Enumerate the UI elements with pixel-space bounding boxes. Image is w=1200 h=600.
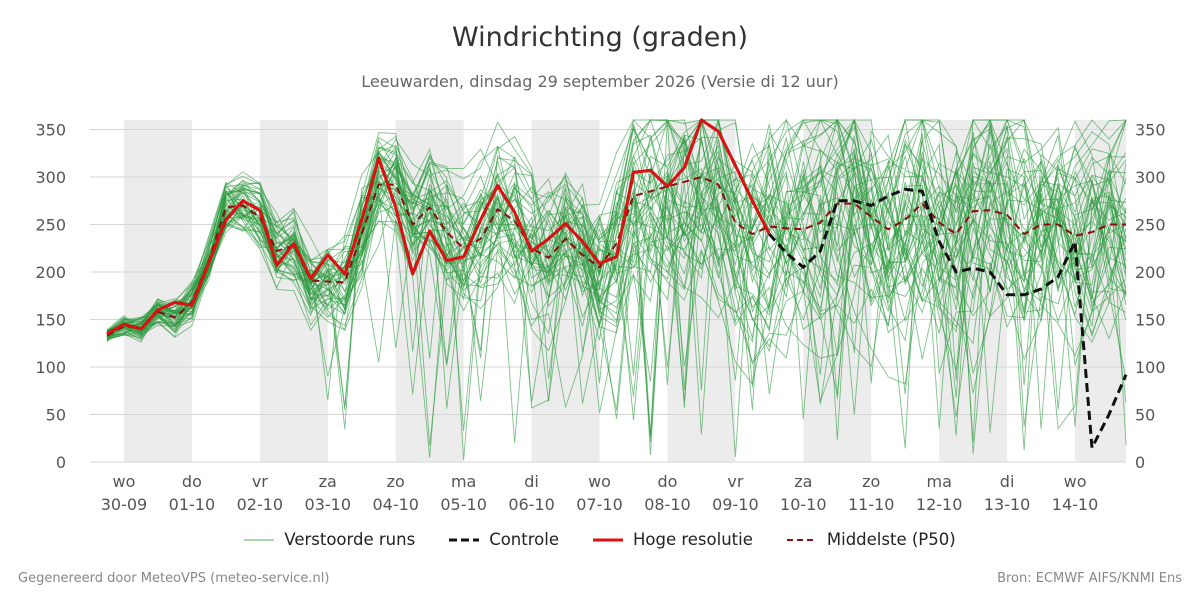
legend-label-ensemble: Verstoorde runs [284, 530, 416, 549]
main-series [106, 118, 1128, 450]
x-tick-date: 14-10 [1052, 495, 1099, 514]
x-tick-date: 12-10 [916, 495, 963, 514]
x-tick-day: za [319, 472, 337, 491]
x-tick-day: do [182, 472, 202, 491]
y-tick-label-right: 150 [1135, 311, 1166, 330]
series-line [106, 118, 1128, 450]
day-band [1075, 120, 1126, 462]
legend-item-control[interactable]: Controle [449, 530, 559, 549]
y-tick-label-left: 250 [35, 216, 66, 235]
legend: Verstoorde runs Controle Hoge resolutie … [0, 530, 1200, 549]
x-tick-day: wo [113, 472, 136, 491]
x-tick-date: 13-10 [984, 495, 1031, 514]
x-tick-date: 07-10 [576, 495, 623, 514]
legend-label-control: Controle [489, 530, 559, 549]
ensemble-run [106, 118, 1127, 436]
legend-label-high-res: Hoge resolutie [632, 530, 753, 549]
legend-label-median: Middelste (P50) [826, 530, 956, 549]
legend-swatch-median [786, 538, 817, 541]
y-tick-label-left: 300 [35, 168, 66, 187]
x-tick-date: 10-10 [780, 495, 827, 514]
x-tick-day: ma [926, 472, 951, 491]
x-tick-day: zo [862, 472, 880, 491]
x-tick-date: 01-10 [169, 495, 216, 514]
y-tick-label-right: 0 [1135, 453, 1145, 472]
day-band [123, 120, 192, 462]
ensemble-run [106, 119, 1127, 443]
y-tick-label-left: 50 [46, 406, 66, 425]
y-tick-label-right: 100 [1135, 358, 1166, 377]
ensemble-run [106, 119, 1127, 420]
ensemble-run [106, 152, 1127, 411]
x-tick-date: 09-10 [712, 495, 759, 514]
footer-generated-by: Gegenereerd door MeteoVPS (meteo-service… [18, 571, 330, 586]
legend-swatch-control [449, 538, 480, 541]
y-tick-label-right: 300 [1135, 168, 1166, 187]
y-tick-label-left: 350 [35, 121, 66, 140]
x-tick-day: zo [387, 472, 405, 491]
ensemble-run [106, 119, 1127, 446]
legend-item-high-res[interactable]: Hoge resolutie [592, 530, 753, 549]
x-tick-date: 02-10 [237, 495, 284, 514]
series-line [106, 118, 771, 336]
y-tick-label-right: 200 [1135, 263, 1166, 282]
x-tick-date: 08-10 [644, 495, 691, 514]
x-tick-day: wo [588, 472, 611, 491]
grid-lines [90, 129, 1126, 463]
x-tick-date: 06-10 [508, 495, 555, 514]
x-tick-day: vr [252, 472, 268, 491]
y-tick-label-right: 50 [1135, 406, 1155, 425]
x-tick-date: 30-09 [101, 495, 148, 514]
x-tick-day: di [524, 472, 539, 491]
y-tick-label-left: 200 [35, 263, 66, 282]
y-tick-label-left: 150 [35, 311, 66, 330]
legend-item-ensemble[interactable]: Verstoorde runs [244, 530, 415, 549]
x-tick-day: di [1000, 472, 1015, 491]
y-tick-label-left: 0 [56, 453, 66, 472]
x-tick-day: za [794, 472, 812, 491]
ensemble-run [106, 118, 1127, 458]
legend-swatch-ensemble [244, 539, 275, 540]
x-tick-date: 03-10 [305, 495, 352, 514]
x-tick-day: vr [727, 472, 743, 491]
y-tick-label-right: 350 [1135, 121, 1166, 140]
y-tick-label-right: 250 [1135, 216, 1166, 235]
x-tick-day: do [657, 472, 677, 491]
x-tick-date: 05-10 [440, 495, 487, 514]
chart-subtitle: Leeuwarden, dinsdag 29 september 2026 (V… [361, 72, 839, 91]
footer-source: Bron: ECMWF AIFS/KNMI Ens [997, 571, 1182, 586]
x-tick-day: ma [451, 472, 476, 491]
ensemble-runs [106, 118, 1127, 461]
legend-swatch-high-res [592, 538, 623, 541]
x-tick-day: wo [1064, 472, 1087, 491]
y-tick-label-left: 100 [35, 358, 66, 377]
series-line [106, 176, 1126, 337]
legend-item-median[interactable]: Middelste (P50) [786, 530, 956, 549]
x-tick-date: 11-10 [848, 495, 895, 514]
ensemble-run [106, 118, 1127, 433]
ensemble-run [106, 118, 1127, 388]
axis-labels: 0 0 50 50 100 100 150 150 200 200 250 250 300 300 350 3… [35, 121, 1165, 515]
chart-title: Windrichting (graden) [451, 22, 749, 53]
x-tick-date: 04-10 [372, 495, 419, 514]
ensemble-run [106, 119, 1127, 381]
ensemble-run [106, 118, 1127, 357]
